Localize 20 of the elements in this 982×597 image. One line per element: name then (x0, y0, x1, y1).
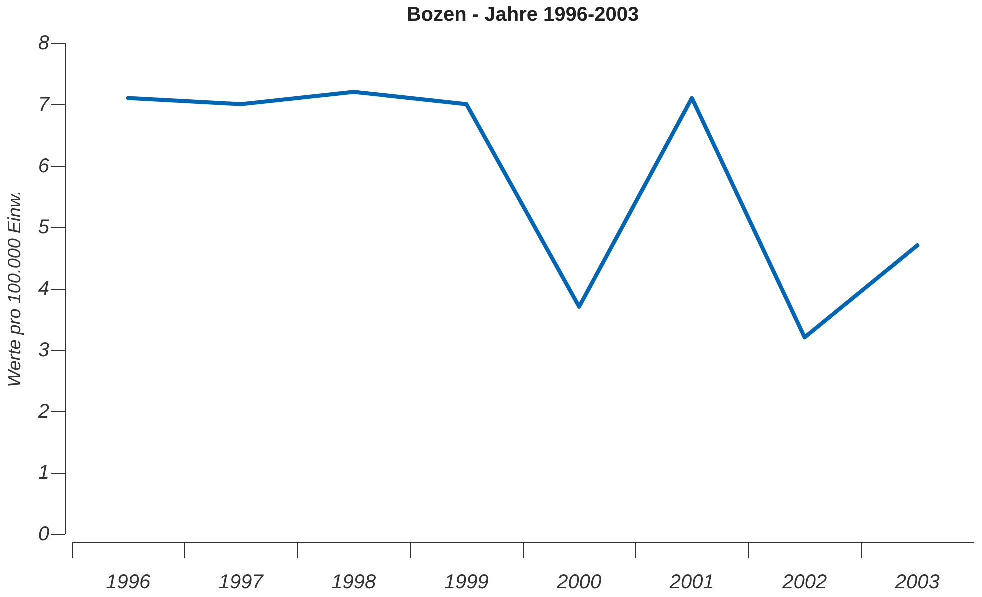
chart-title: Bozen - Jahre 1996-2003 (406, 4, 640, 26)
y-tick-label: 1 (38, 462, 50, 484)
x-tick-label: 2002 (782, 572, 828, 594)
x-tick-label: 2003 (894, 572, 940, 594)
y-tick-label: 4 (38, 278, 50, 300)
x-tick-label: 1999 (444, 572, 489, 594)
x-tick-label: 2001 (668, 572, 714, 594)
x-tick-label: 1998 (332, 572, 376, 594)
x-tick-label: 1996 (106, 572, 152, 594)
y-axis-title: Werte pro 100.000 Einw. (4, 190, 24, 388)
y-tick-label: 8 (38, 32, 50, 54)
y-tick-label: 0 (38, 524, 50, 546)
y-tick-label: 3 (38, 339, 50, 362)
line-series (126, 90, 920, 340)
y-tick-label: 5 (38, 216, 50, 239)
x-tick-label: 1997 (218, 572, 264, 594)
y-tick-label: 2 (37, 400, 50, 423)
x-tick-label: 2000 (556, 572, 602, 594)
y-tick-label: 6 (38, 155, 50, 178)
y-tick-label: 7 (38, 94, 50, 116)
